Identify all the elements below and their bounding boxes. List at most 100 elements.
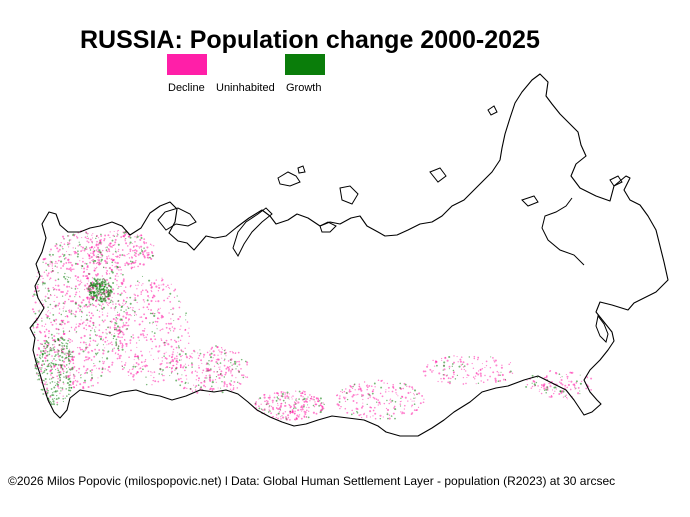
settlement-dot	[468, 356, 470, 358]
settlement-dot	[94, 295, 96, 297]
settlement-dot	[577, 392, 580, 395]
settlement-dot	[115, 344, 118, 347]
settlement-dot	[115, 320, 118, 322]
settlement-dot	[317, 400, 319, 403]
settlement-dot	[565, 374, 567, 376]
settlement-dot	[61, 235, 65, 238]
settlement-dot	[69, 389, 72, 392]
settlement-dot	[115, 328, 118, 331]
settlement-dot	[368, 393, 371, 396]
settlement-dot	[64, 397, 66, 399]
settlement-dot	[462, 361, 465, 364]
settlement-dot	[46, 293, 49, 295]
settlement-dot	[70, 326, 73, 329]
settlement-dot	[133, 378, 135, 381]
settlement-dot	[168, 286, 170, 289]
settlement-dot	[47, 289, 50, 292]
settlement-dot	[56, 383, 60, 386]
settlement-dot	[96, 291, 98, 293]
settlement-dot	[399, 386, 402, 390]
settlement-dot	[89, 334, 91, 336]
settlement-dot	[268, 408, 270, 410]
settlement-dot	[303, 410, 306, 413]
settlement-dot	[49, 263, 51, 265]
settlement-dot	[162, 283, 165, 286]
settlement-dot	[184, 363, 186, 365]
settlement-dot	[42, 349, 45, 353]
settlement-dot	[112, 337, 115, 340]
settlement-dot	[87, 358, 89, 361]
settlement-dot	[227, 360, 230, 362]
settlement-dot	[350, 413, 353, 416]
settlement-dot	[70, 384, 72, 386]
settlement-dot	[45, 269, 48, 272]
settlement-dot	[79, 323, 82, 326]
settlement-dot	[368, 384, 371, 387]
settlement-dot	[111, 239, 114, 242]
settlement-dot	[118, 357, 121, 360]
settlement-dot	[93, 246, 96, 248]
settlement-dot	[71, 300, 74, 303]
settlement-dot	[585, 387, 588, 390]
settlement-dot	[535, 381, 538, 384]
settlement-dot	[107, 234, 110, 237]
settlement-dot	[114, 266, 116, 268]
settlement-dot	[132, 375, 135, 378]
settlement-dot	[459, 358, 462, 361]
settlement-dot	[170, 322, 173, 325]
settlement-dot	[96, 288, 99, 290]
settlement-dot	[546, 386, 549, 388]
settlement-dot	[226, 366, 229, 369]
settlement-dot	[85, 358, 87, 361]
settlement-dot	[94, 348, 97, 351]
settlement-dot	[448, 368, 450, 370]
settlement-dot	[100, 243, 102, 245]
settlement-dot	[109, 285, 112, 288]
settlement-dot	[115, 341, 118, 344]
settlement-dot	[67, 254, 69, 256]
legend-label-uninhabited: Uninhabited	[216, 82, 275, 94]
sakhalin-island	[595, 314, 609, 343]
settlement-dot	[80, 250, 83, 253]
settlement-dot	[119, 339, 122, 343]
settlement-dot	[132, 365, 135, 368]
settlement-dot	[107, 293, 109, 296]
settlement-dot	[67, 339, 70, 342]
settlement-dot	[95, 295, 98, 298]
settlement-dot	[361, 393, 363, 396]
settlement-dot	[162, 342, 165, 344]
settlement-dot	[223, 381, 226, 384]
settlement-dot	[57, 304, 60, 307]
settlement-dot	[202, 369, 205, 372]
settlement-dot	[268, 405, 271, 407]
settlement-dot	[95, 305, 97, 308]
source-caption: ©2026 Milos Popovic (milospopovic.net) l…	[8, 474, 616, 488]
settlement-dot	[129, 342, 132, 344]
settlement-dot	[138, 323, 141, 326]
settlement-dot	[169, 375, 171, 377]
settlement-dot	[297, 415, 300, 418]
settlement-dot	[225, 355, 227, 357]
settlement-dot	[221, 357, 223, 359]
settlement-dot	[120, 331, 123, 333]
settlement-dot	[50, 374, 52, 376]
settlement-dot	[102, 291, 105, 294]
settlement-dot	[59, 392, 61, 395]
settlement-dot	[90, 329, 92, 332]
settlement-dot	[113, 230, 115, 233]
settlement-dot	[564, 395, 566, 397]
settlement-dot	[494, 359, 497, 362]
settlement-dot	[50, 388, 53, 390]
settlement-dot	[270, 412, 272, 415]
settlement-dot	[95, 255, 98, 258]
settlement-dot	[220, 387, 222, 389]
settlement-dot	[57, 338, 59, 340]
settlement-dot	[351, 387, 354, 389]
settlement-dot	[117, 345, 120, 347]
settlement-dot	[75, 291, 78, 294]
settlement-dot	[63, 348, 66, 350]
settlement-dot	[372, 396, 374, 399]
settlement-dot	[67, 242, 69, 244]
settlement-dot	[558, 381, 561, 383]
settlement-dot	[117, 292, 119, 295]
